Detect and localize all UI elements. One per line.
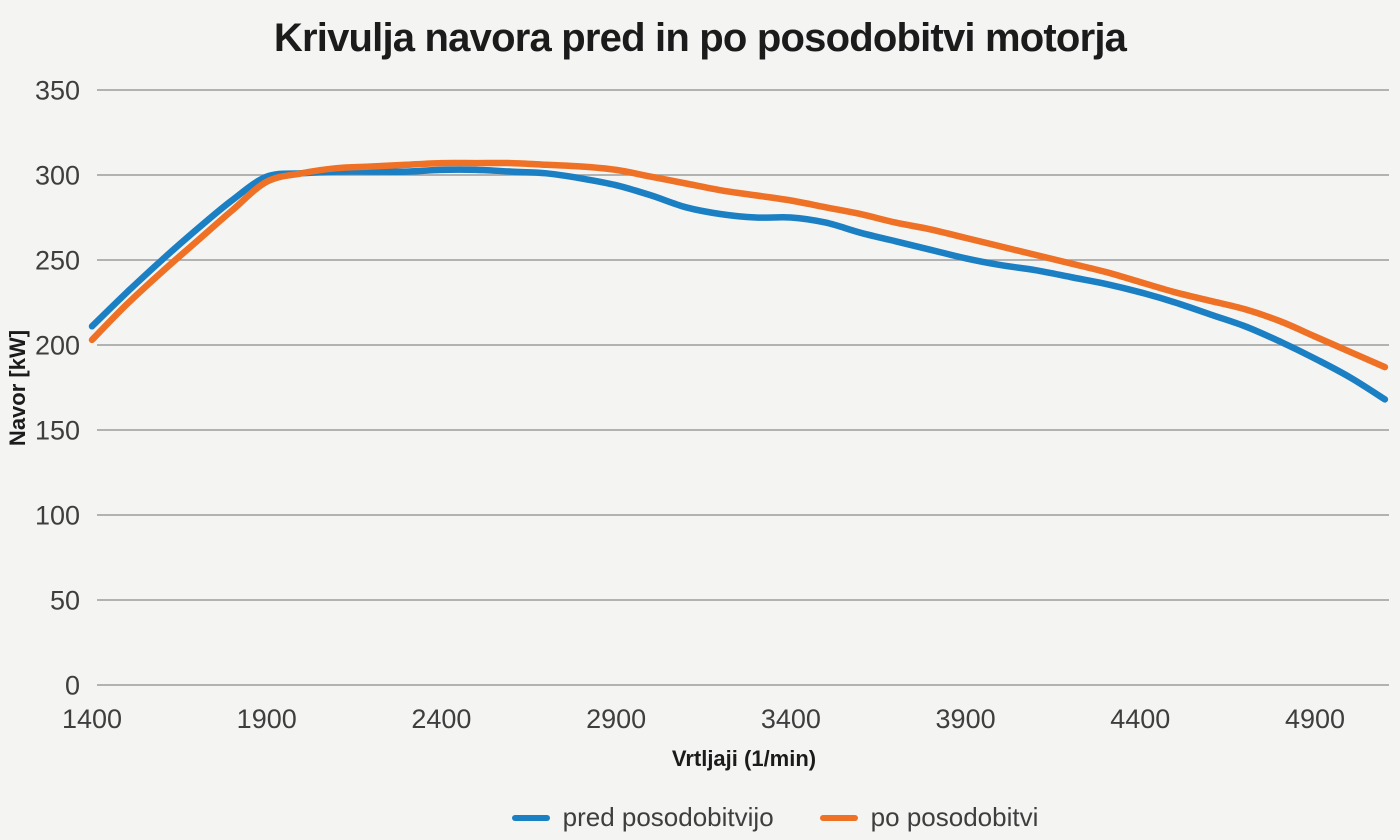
legend-swatch-po-posodobitvi (819, 814, 858, 821)
series-line-po-posodobitvi (88, 159, 1389, 371)
x-tick-label-2900: 2900 (586, 704, 646, 734)
x-tick-label-2400: 2400 (411, 704, 471, 734)
series-line-pred-posodobitvijo (88, 166, 1389, 403)
legend-item-po-posodobitvi[interactable]: po posodobitvi (819, 802, 1039, 833)
legend-label-pred-posodobitvijo: pred posodobitvijo (562, 802, 774, 832)
y-tick-label-300: 300 (35, 161, 80, 191)
chart-title: Krivulja navora pred in po posodobitvi m… (273, 16, 1127, 60)
x-tick-label-1400: 1400 (62, 704, 122, 734)
x-tick-label-1900: 1900 (237, 704, 297, 734)
y-tick-label-250: 250 (35, 246, 80, 276)
legend-item-pred-posodobitvijo[interactable]: pred posodobitvijo (511, 802, 774, 833)
x-tick-label-3900: 3900 (936, 704, 996, 734)
y-axis-title: Navor [kW] (5, 329, 30, 447)
x-tick-label-4400: 4400 (1110, 704, 1170, 734)
y-tick-label-350: 350 (35, 76, 80, 106)
y-tick-label-100: 100 (35, 501, 80, 531)
legend: pred posodobitvijo po posodobitvi (150, 802, 1400, 833)
legend-label-po-posodobitvi: po posodobitvi (870, 802, 1039, 832)
x-axis-title: Vrtljaji (1/min) (671, 746, 817, 771)
y-tick-label-50: 50 (50, 586, 80, 616)
x-tick-label-4900: 4900 (1285, 704, 1345, 734)
y-tick-label-0: 0 (65, 671, 80, 701)
y-tick-label-200: 200 (35, 331, 80, 361)
x-tick-label-3400: 3400 (761, 704, 821, 734)
legend-swatch-pred-posodobitvijo (511, 814, 550, 821)
y-tick-label-150: 150 (35, 416, 80, 446)
